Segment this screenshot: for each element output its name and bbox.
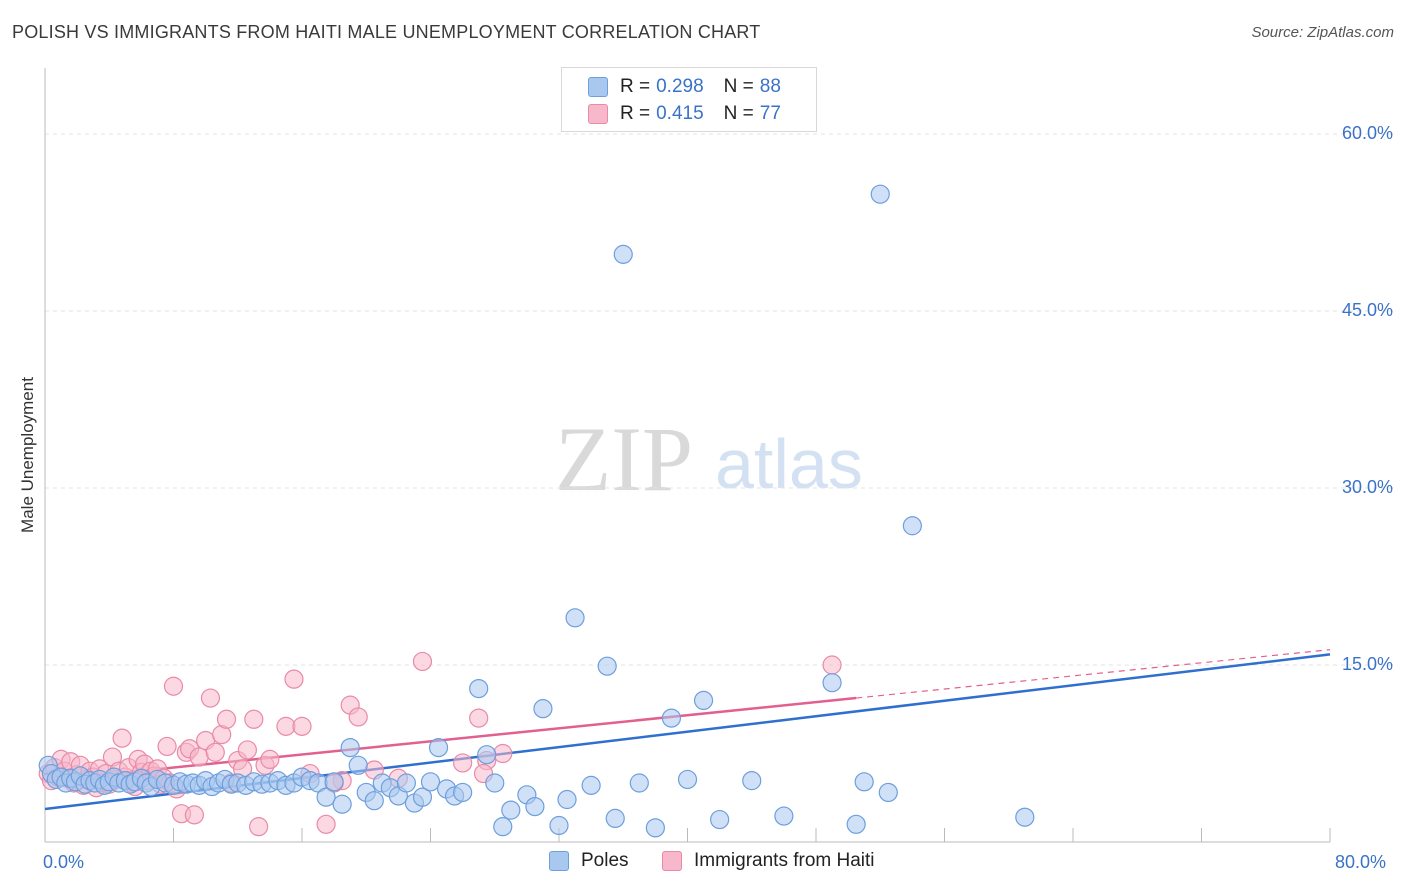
haiti-point: [200, 688, 221, 708]
poles-point: [340, 737, 360, 758]
poles-point: [846, 814, 866, 834]
poles-point: [742, 771, 762, 791]
legend-row-haiti: R = 0.415 N = 77: [588, 102, 781, 126]
haiti-point: [453, 753, 473, 773]
poles-point: [613, 244, 633, 264]
haiti-point: [493, 743, 513, 764]
poles-point: [525, 796, 545, 817]
poles-point: [605, 808, 625, 829]
haiti-point: [292, 716, 312, 736]
poles-point: [364, 791, 384, 811]
haiti-point: [348, 707, 368, 727]
haiti-point: [276, 716, 296, 736]
legend-row-poles: R = 0.298 N = 88: [588, 75, 781, 99]
poles-point: [557, 789, 577, 810]
poles-point: [902, 516, 922, 536]
haiti-point: [412, 651, 433, 672]
n-value: 88: [759, 76, 781, 97]
r-label: R =: [620, 103, 651, 124]
poles-point: [324, 772, 344, 792]
source-label: Source: ZipAtlas.com: [1251, 24, 1394, 41]
poles-point: [420, 772, 441, 792]
chart-title: POLISH VS IMMIGRANTS FROM HAITI MALE UNE…: [12, 22, 761, 42]
poles-point: [316, 787, 336, 807]
poles-point: [485, 773, 505, 793]
haiti-swatch: [588, 104, 608, 124]
x-tick-min: 0.0%: [43, 852, 85, 872]
haiti-point: [205, 742, 225, 762]
haiti-point: [244, 709, 264, 729]
legend-label-haiti: Immigrants from Haiti: [694, 850, 875, 871]
poles-point: [501, 800, 521, 820]
poles-point: [710, 809, 730, 830]
legend-item-haiti[interactable]: Immigrants from Haiti: [662, 850, 875, 872]
poles-point: [677, 769, 698, 790]
y-tick-label: 60.0%: [1341, 123, 1393, 143]
poles-point: [581, 775, 601, 795]
poles-point: [870, 184, 890, 204]
data-points: [38, 184, 1035, 838]
haiti-point: [237, 740, 257, 760]
haiti-point: [249, 817, 269, 837]
haiti-point: [216, 709, 237, 729]
haiti-point: [112, 728, 132, 748]
series-legend: Poles Immigrants from Haiti: [0, 850, 1406, 880]
poles-point: [878, 782, 898, 803]
poles-point: [453, 782, 473, 803]
poles-swatch: [588, 77, 608, 97]
y-tick-label: 30.0%: [1341, 477, 1393, 497]
poles-point: [469, 678, 489, 699]
poles-point: [493, 817, 513, 837]
n-label: N =: [723, 103, 754, 124]
haiti-point: [822, 655, 842, 675]
n-label: N =: [723, 76, 754, 97]
poles-point: [597, 656, 617, 676]
grid: [45, 133, 1395, 666]
haiti-point: [163, 676, 184, 696]
watermark: ZIP atlas: [555, 408, 863, 510]
haiti-trend-extension: [856, 649, 1331, 699]
poles-point: [549, 815, 569, 836]
n-value: 77: [759, 103, 781, 124]
poles-point: [774, 806, 794, 826]
y-tick-label: 15.0%: [1341, 654, 1393, 674]
poles-point: [477, 745, 497, 765]
watermark-zip: ZIP: [555, 408, 693, 510]
poles-point: [428, 737, 449, 758]
legend-label-poles: Poles: [581, 850, 629, 871]
poles-point: [629, 773, 649, 793]
poles-point: [1015, 807, 1035, 827]
r-label: R =: [620, 76, 651, 97]
poles-point: [565, 608, 585, 628]
haiti-point: [316, 814, 336, 834]
poles-point: [645, 818, 665, 838]
y-tick-label: 45.0%: [1341, 300, 1393, 320]
poles-point: [533, 699, 553, 719]
correlation-legend: R = 0.298 N = 88 R = 0.415 N = 77: [561, 67, 817, 132]
poles-point: [412, 787, 433, 807]
legend-item-poles[interactable]: Poles: [549, 850, 629, 872]
watermark-atlas: atlas: [715, 425, 863, 503]
poles-point: [693, 690, 714, 711]
haiti-trend-line: [44, 696, 857, 782]
poles-point: [332, 794, 352, 814]
poles-point: [854, 772, 874, 792]
haiti-point: [157, 736, 177, 757]
poles-swatch: [549, 851, 569, 871]
haiti-point: [284, 669, 304, 689]
poles-point: [822, 673, 842, 693]
haiti-point: [184, 805, 204, 825]
r-value: 0.415: [656, 103, 704, 124]
poles-point: [396, 773, 417, 793]
poles-point: [661, 708, 682, 728]
haiti-point: [260, 749, 280, 770]
r-value: 0.298: [656, 76, 704, 97]
poles-point: [348, 755, 368, 775]
haiti-swatch: [662, 851, 682, 871]
haiti-point: [189, 747, 209, 767]
haiti-point: [469, 708, 489, 728]
x-tick-max: 80.0%: [1335, 852, 1387, 872]
